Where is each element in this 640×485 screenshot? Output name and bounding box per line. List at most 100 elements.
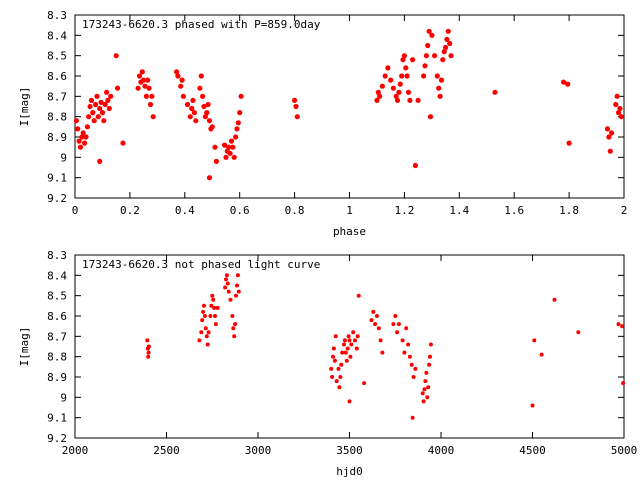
data-point: [191, 110, 197, 116]
data-point: [369, 318, 374, 323]
data-point: [230, 314, 235, 318]
data-point: [95, 114, 101, 120]
data-point: [83, 134, 89, 140]
data-point: [609, 130, 615, 136]
data-point: [202, 303, 206, 308]
data-point: [607, 148, 613, 154]
x-tick-label: 0: [72, 204, 79, 217]
data-point: [342, 338, 347, 343]
data-point: [215, 305, 220, 310]
data-point: [621, 381, 626, 386]
y-tick-label: 8.4: [47, 269, 67, 282]
y-tick-label: 8.9: [47, 131, 67, 144]
y-axis-label: I[mag]: [18, 327, 31, 367]
data-point: [187, 114, 193, 120]
data-point: [200, 93, 206, 99]
data-point: [231, 326, 236, 331]
data-point: [91, 118, 97, 124]
data-point: [201, 103, 207, 110]
data-point: [146, 344, 151, 349]
data-point: [391, 322, 396, 327]
data-point: [146, 354, 151, 359]
data-point: [379, 83, 385, 89]
x-tick-label: 3000: [245, 444, 272, 457]
data-point: [193, 118, 199, 124]
data-point: [213, 314, 217, 318]
data-point: [212, 305, 217, 310]
data-point: [139, 69, 145, 75]
data-point: [88, 97, 95, 103]
x-tick-label: 4000: [428, 444, 455, 457]
data-point: [428, 342, 433, 347]
data-point: [211, 297, 216, 302]
data-point: [407, 354, 412, 359]
data-point: [330, 375, 335, 379]
y-tick-label: 8.7: [47, 90, 67, 103]
data-point: [237, 110, 243, 116]
data-point: [374, 97, 380, 103]
data-point: [197, 338, 202, 343]
data-point: [204, 110, 210, 116]
data-point: [396, 322, 401, 327]
data-point: [421, 399, 426, 404]
data-point: [405, 89, 412, 95]
y-tick-label: 8.7: [47, 330, 67, 343]
data-point: [236, 289, 241, 294]
data-point: [98, 99, 104, 105]
data-point: [203, 326, 208, 331]
chart-title: 173243-6620.3 phased with P=859.0day: [82, 18, 321, 31]
x-tick-label: 1.4: [449, 204, 469, 217]
data-point: [492, 89, 498, 95]
data-point: [400, 338, 405, 343]
data-point: [403, 65, 409, 71]
data-point: [90, 110, 96, 116]
data-point: [99, 110, 106, 116]
data-point: [393, 93, 399, 99]
data-point: [223, 154, 229, 160]
x-tick-label: 2000: [62, 444, 89, 457]
data-point: [539, 352, 544, 357]
data-point: [342, 342, 346, 347]
data-point: [347, 338, 352, 343]
data-point: [201, 309, 206, 314]
data-point: [87, 103, 93, 110]
data-point: [409, 362, 414, 367]
data-point: [401, 53, 407, 59]
data-point: [362, 381, 367, 386]
data-point: [422, 387, 427, 392]
y-tick-label: 8.3: [47, 9, 67, 22]
data-point: [135, 85, 141, 91]
data-points: [145, 273, 626, 420]
data-point: [447, 40, 453, 47]
data-point: [79, 134, 85, 140]
data-point: [565, 81, 571, 87]
data-point: [604, 126, 611, 132]
data-point: [143, 93, 149, 99]
data-point: [75, 126, 81, 132]
data-point: [614, 93, 620, 99]
data-point: [338, 375, 343, 379]
data-point: [235, 283, 239, 288]
x-tick-label: 4500: [519, 444, 546, 457]
data-point: [378, 338, 383, 343]
data-point: [429, 32, 435, 38]
data-point: [331, 354, 335, 359]
data-point: [114, 85, 121, 91]
data-point: [344, 358, 349, 363]
x-tick-label: 0.2: [120, 204, 140, 217]
data-point: [234, 293, 238, 298]
data-point: [395, 330, 400, 335]
data-point: [394, 97, 401, 103]
y-axis-label: I[mag]: [18, 87, 31, 127]
data-point: [343, 350, 348, 355]
data-point: [210, 293, 215, 298]
data-point: [184, 101, 191, 108]
data-point: [224, 277, 228, 282]
data-point: [375, 314, 379, 318]
data-point: [93, 101, 99, 108]
data-point: [206, 118, 213, 124]
data-point: [397, 81, 403, 87]
data-point: [425, 42, 431, 49]
